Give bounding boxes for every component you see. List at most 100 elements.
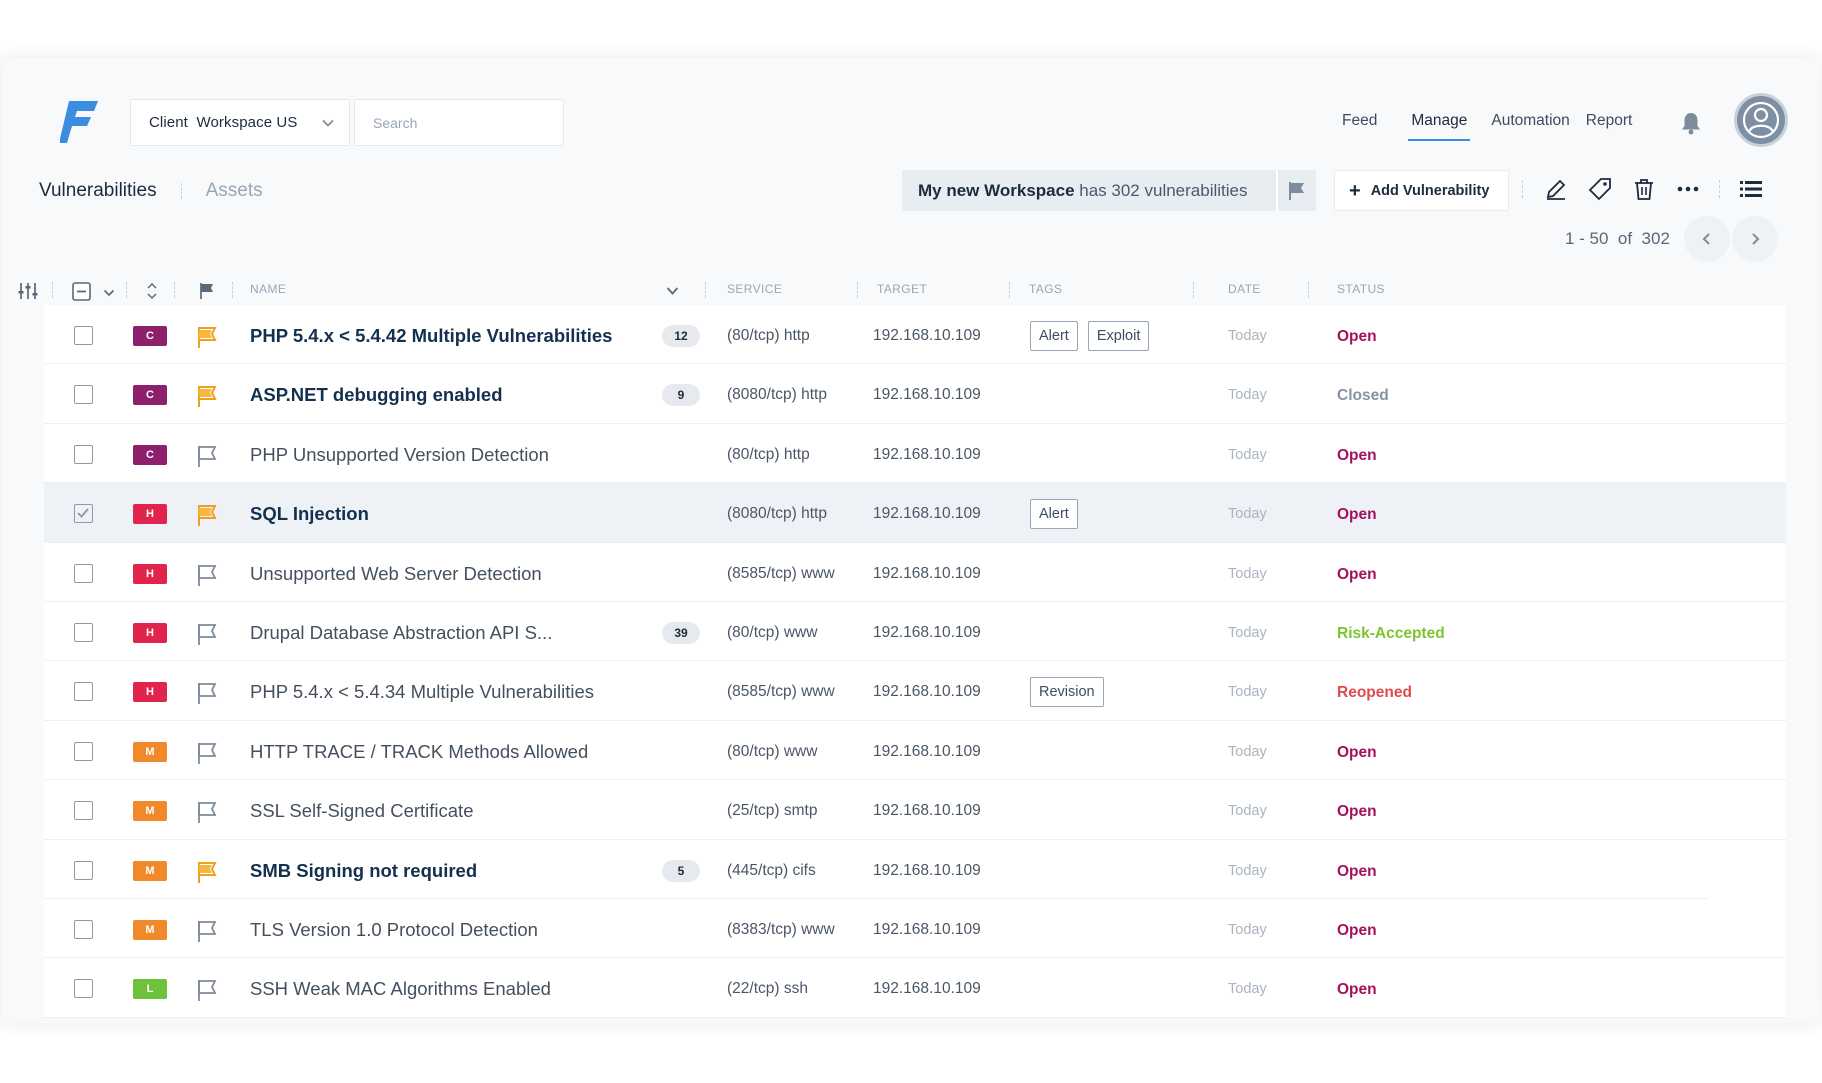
row-checkbox[interactable] (74, 563, 93, 583)
user-avatar[interactable] (1734, 93, 1788, 147)
tag-chip[interactable]: Revision (1030, 677, 1104, 708)
vulnerability-name[interactable]: SQL Injection (250, 503, 369, 525)
column-settings-icon[interactable] (18, 282, 38, 300)
vulnerability-name[interactable]: PHP 5.4.x < 5.4.42 Multiple Vulnerabilit… (250, 325, 613, 346)
row-checkbox[interactable] (74, 979, 93, 999)
nav-automation[interactable]: Automation (1491, 112, 1570, 129)
previous-page-button[interactable] (1683, 216, 1730, 262)
status-value[interactable]: Open (1337, 446, 1377, 464)
table-row[interactable]: C PHP 5.4.x < 5.4.42 Multiple Vulnerabili… (44, 305, 1786, 365)
search-input[interactable] (373, 114, 554, 131)
vulnerability-name[interactable]: SMB Signing not required (250, 859, 478, 881)
column-header-tags[interactable]: TAGS (1029, 282, 1063, 296)
flag-icon[interactable] (199, 282, 215, 300)
faraday-logo[interactable] (60, 98, 100, 146)
severity-badge: M (133, 919, 167, 940)
chevron-down-icon[interactable] (666, 286, 679, 296)
tag-chip[interactable]: Exploit (1087, 321, 1150, 351)
date-value: Today (1228, 921, 1267, 938)
tag-chip[interactable]: Alert (1030, 499, 1078, 530)
column-header-name[interactable]: NAME (250, 282, 287, 296)
vulnerability-name[interactable]: PHP Unsupported Version Detection (250, 443, 549, 465)
nav-report[interactable]: Report (1585, 112, 1633, 129)
vulnerability-name[interactable]: SSH Weak MAC Algorithms Enabled (250, 978, 551, 1000)
status-value[interactable]: Open (1337, 328, 1377, 345)
vulnerability-name[interactable]: HTTP TRACE / TRACK Methods Allowed (250, 740, 589, 762)
status-value[interactable]: Open (1337, 743, 1377, 761)
row-checkbox[interactable] (74, 622, 93, 642)
flag-outline-icon[interactable] (196, 563, 218, 587)
status-value[interactable]: Open (1337, 803, 1377, 821)
more-icon[interactable] (1675, 176, 1701, 202)
status-value[interactable]: Closed (1337, 387, 1389, 405)
row-checkbox[interactable] (74, 860, 93, 880)
flag-filled-icon[interactable] (196, 860, 218, 884)
flag-outline-icon[interactable] (196, 681, 218, 705)
flag-outline-icon[interactable] (196, 444, 218, 468)
table-row[interactable]: M TLS Version 1.0 Protocol Detection (8383… (44, 898, 1786, 959)
flag-outline-icon[interactable] (196, 622, 218, 646)
row-checkbox[interactable] (74, 504, 93, 524)
table-row[interactable]: H Drupal Database Abstraction API S... 39 (… (44, 601, 1786, 662)
flag-filled-icon[interactable] (196, 325, 218, 349)
row-checkbox[interactable] (74, 919, 93, 939)
status-value[interactable]: Open (1337, 565, 1377, 583)
flag-filled-icon[interactable] (196, 503, 218, 527)
flag-filled-icon[interactable] (196, 384, 218, 408)
vulnerability-name[interactable]: Unsupported Web Server Detection (250, 562, 542, 584)
vulnerability-name[interactable]: SSL Self-Signed Certificate (250, 800, 474, 822)
select-all-checkbox[interactable] (72, 282, 91, 301)
flag-outline-icon[interactable] (196, 800, 218, 824)
sort-icon[interactable] (146, 282, 158, 300)
status-value[interactable]: Open (1337, 862, 1377, 880)
status-value[interactable]: Open (1337, 981, 1377, 999)
flag-outline-icon[interactable] (196, 919, 218, 943)
table-row[interactable]: C PHP Unsupported Version Detection (80/tc… (44, 423, 1786, 484)
column-header-target[interactable]: TARGET (877, 282, 928, 296)
vulnerability-name[interactable]: ASP.NET debugging enabled (250, 384, 503, 406)
flag-outline-icon[interactable] (196, 741, 218, 765)
tab-vulnerabilities[interactable]: Vulnerabilities (39, 180, 157, 201)
workspace-select[interactable]: Client Workspace US (130, 99, 350, 146)
column-header-status[interactable]: STATUS (1337, 282, 1385, 296)
row-checkbox[interactable] (74, 385, 93, 405)
table-row[interactable]: H PHP 5.4.x < 5.4.34 Multiple Vulnerabili… (44, 661, 1786, 721)
status-value[interactable]: Risk-Accepted (1337, 624, 1445, 642)
table-row[interactable]: M HTTP TRACE / TRACK Methods Allowed (80/t… (44, 720, 1786, 781)
vulnerability-name[interactable]: TLS Version 1.0 Protocol Detection (250, 918, 538, 940)
row-checkbox[interactable] (74, 741, 93, 761)
vulnerability-name[interactable]: Drupal Database Abstraction API S... (250, 621, 553, 643)
flag-filter-button[interactable] (1276, 170, 1316, 211)
status-value[interactable]: Open (1337, 921, 1377, 939)
chevron-down-icon[interactable] (103, 288, 115, 298)
date-value: Today (1228, 506, 1267, 523)
column-header-date[interactable]: DATE (1228, 282, 1261, 296)
row-checkbox[interactable] (74, 444, 93, 464)
table-row[interactable]: H Unsupported Web Server Detection (8585/t… (44, 542, 1786, 602)
flag-outline-icon[interactable] (196, 978, 218, 1002)
tab-assets[interactable]: Assets (205, 180, 263, 201)
status-value[interactable]: Reopened (1337, 684, 1412, 702)
table-row[interactable]: C ASP.NET debugging enabled 9 (8080/tcp) ht… (44, 364, 1786, 424)
table-row[interactable]: M SSL Self-Signed Certificate (25/tcp) smt… (44, 780, 1786, 840)
column-header-service[interactable]: SERVICE (727, 282, 783, 296)
list-view-icon[interactable] (1738, 176, 1764, 202)
nav-manage[interactable]: Manage (1408, 112, 1471, 141)
row-checkbox[interactable] (74, 326, 93, 345)
date-value: Today (1228, 446, 1267, 463)
tag-chip[interactable]: Alert (1030, 321, 1078, 351)
status-value[interactable]: Open (1337, 506, 1377, 524)
trash-icon[interactable] (1631, 176, 1657, 202)
bell-icon[interactable] (1678, 110, 1704, 136)
table-row[interactable]: H SQL Injection (8080/tcp) http 192.168.10.… (44, 483, 1786, 543)
tag-icon[interactable] (1587, 176, 1613, 202)
table-row[interactable]: M SMB Signing not required 5 (445/tcp) cifs… (44, 839, 1786, 900)
pencil-icon[interactable] (1543, 176, 1569, 202)
row-checkbox[interactable] (74, 682, 93, 702)
nav-feed[interactable]: Feed (1342, 112, 1378, 129)
vulnerability-name[interactable]: PHP 5.4.x < 5.4.34 Multiple Vulnerabilit… (250, 681, 594, 703)
table-row[interactable]: L SSH Weak MAC Algorithms Enabled (22/tcp)… (44, 958, 1786, 1018)
row-checkbox[interactable] (74, 801, 93, 821)
add-vulnerability-button[interactable]: + Add Vulnerability (1334, 170, 1509, 211)
next-page-button[interactable] (1731, 216, 1778, 262)
